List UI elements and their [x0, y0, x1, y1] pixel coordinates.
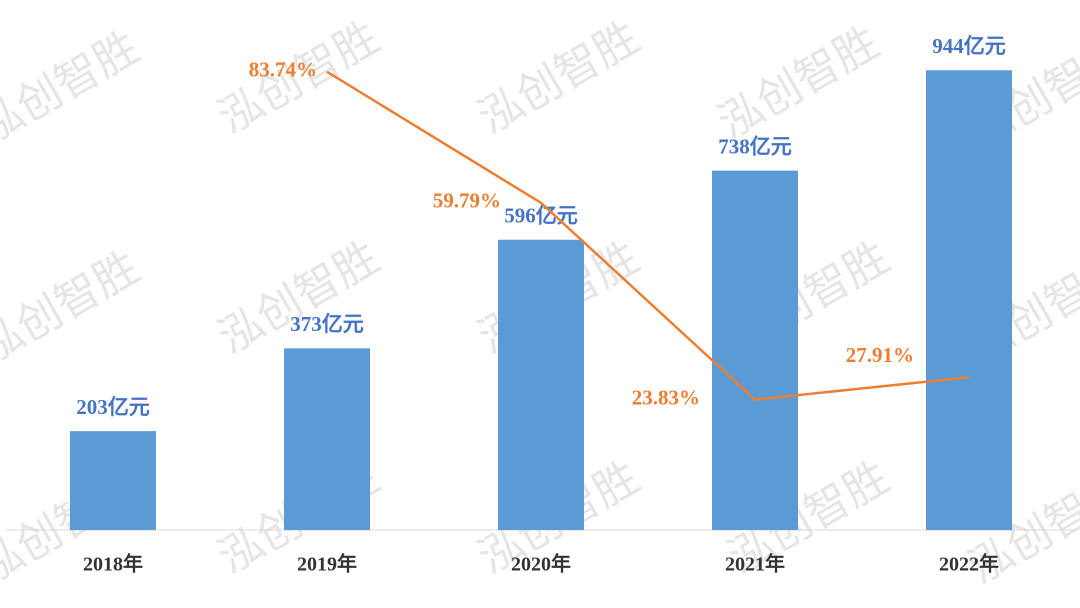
bar — [284, 348, 370, 530]
value-label: 27.91% — [846, 343, 914, 367]
value-label: 944亿元 — [932, 34, 1006, 58]
x-tick-label: 2020年 — [511, 552, 571, 576]
x-tick-label: 2022年 — [939, 552, 999, 576]
bar — [70, 431, 156, 530]
line — [326, 70, 970, 401]
x-tick-label: 2021年 — [725, 552, 785, 576]
bar — [926, 70, 1012, 530]
value-label: 83.74% — [249, 58, 317, 82]
value-label: 373亿元 — [290, 312, 364, 336]
value-label: 23.83% — [632, 385, 700, 409]
value-label: 738亿元 — [718, 134, 792, 158]
x-tick-label: 2019年 — [297, 552, 357, 576]
x-tick-label: 2018年 — [83, 552, 143, 576]
value-label: 59.79% — [433, 189, 501, 213]
bar — [712, 170, 798, 530]
value-label: 203亿元 — [76, 395, 150, 419]
value-label: 596亿元 — [504, 204, 578, 228]
bar — [498, 239, 584, 531]
